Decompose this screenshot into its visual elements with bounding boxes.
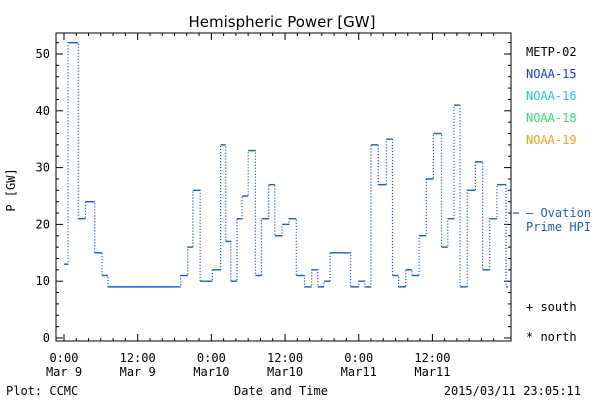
x-tick-date-label: Mar11	[414, 365, 450, 379]
y-axis: 0 10 20 30 40 50	[36, 42, 511, 345]
y-tick-label: 40	[36, 104, 50, 118]
x-tick-date-label: Mar 9	[120, 365, 156, 379]
ovation-label-line1: — Ovation	[526, 206, 591, 220]
legend-entry: METP-02	[526, 45, 577, 59]
x-tick-time-label: 0:00	[197, 351, 226, 365]
legend-entry: NOAA-18	[526, 111, 577, 125]
chart-title: Hemispheric Power [GW]	[189, 13, 376, 31]
y-tick-label: 10	[36, 274, 50, 288]
legend-entry: NOAA-15	[526, 67, 577, 81]
x-axis-label: Date and Time	[234, 384, 328, 398]
series-line	[64, 42, 507, 288]
legend-entry: NOAA-16	[526, 89, 577, 103]
marker-legend-entry: * north	[526, 330, 577, 344]
footer-plot-credit: Plot: CCMC	[6, 384, 78, 398]
y-axis-label: P [GW]	[4, 168, 18, 211]
plot-frame	[55, 32, 512, 342]
x-tick-time-label: 0:00	[344, 351, 373, 365]
marker-legend: + south * north	[526, 300, 577, 344]
footer-timestamp: 2015/03/11 23:05:11	[444, 384, 581, 398]
y-tick-label: 50	[36, 47, 50, 61]
y-tick-label: 20	[36, 217, 50, 231]
ovation-label-line2: Prime HPI	[526, 220, 591, 234]
x-tick-date-label: Mar10	[267, 365, 303, 379]
x-tick-time-label: 12:00	[414, 351, 450, 365]
legend-entry: NOAA-19	[526, 133, 577, 147]
y-tick-label: 30	[36, 161, 50, 175]
x-tick-time-label: 12:00	[120, 351, 156, 365]
x-tick-date-label: Mar10	[193, 365, 229, 379]
x-tick-time-label: 12:00	[267, 351, 303, 365]
series-layer	[64, 41, 508, 288]
marker-legend-entry: + south	[526, 300, 577, 314]
legend: METP-02 NOAA-15 NOAA-16 NOAA-18 NOAA-19	[526, 45, 577, 147]
x-tick-time-label: 0:00	[50, 351, 79, 365]
x-tick-date-label: Mar11	[341, 365, 377, 379]
y-tick-label: 0	[43, 331, 50, 345]
x-tick-date-label: Mar 9	[46, 365, 82, 379]
